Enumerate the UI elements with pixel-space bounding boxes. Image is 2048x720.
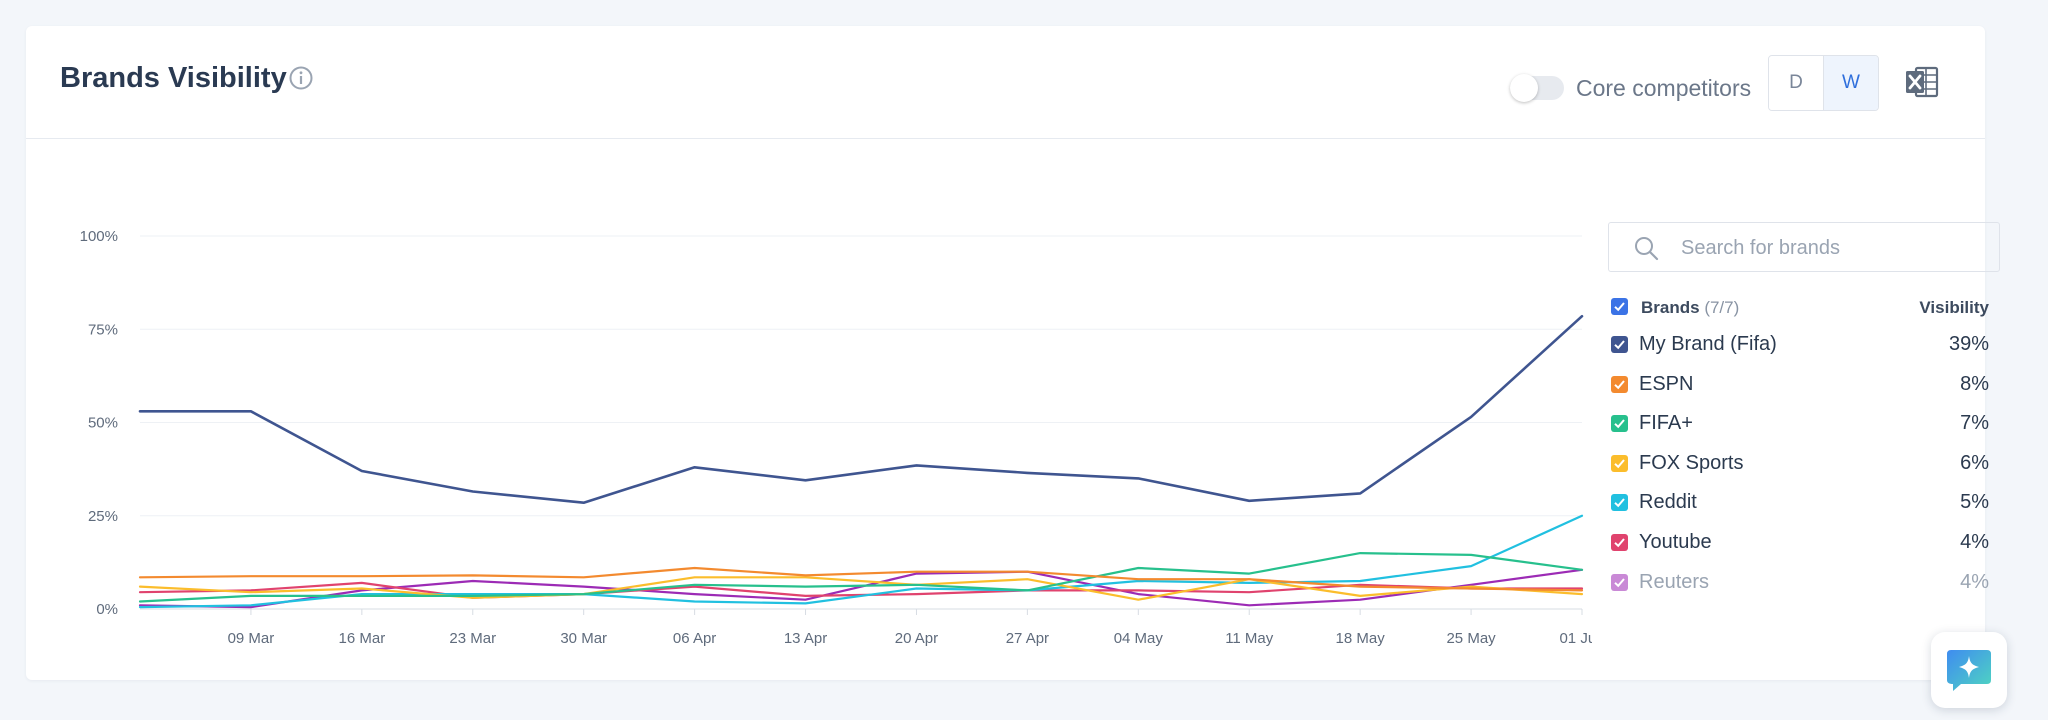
period-selector: D W xyxy=(1768,55,1879,111)
x-tick-label: 13 Apr xyxy=(784,630,827,647)
series-line xyxy=(138,566,1584,592)
brand-name: Reddit xyxy=(1639,491,1697,514)
period-week-button[interactable]: W xyxy=(1823,56,1878,110)
visibility-column-label: Visibility xyxy=(1919,298,1989,317)
brand-visibility-value: 6% xyxy=(1960,451,1989,474)
legend-rows: My Brand (Fifa) 39% ESPN 8% FIFA+ 7% FOX Sport… xyxy=(1609,324,1989,601)
brand-visibility-value: 5% xyxy=(1960,491,1989,514)
core-competitors-toggle[interactable]: Core competitors xyxy=(1510,68,1751,108)
brands-visibility-card: Brands Visibility Core competitors D W 0… xyxy=(26,26,2000,680)
legend-item[interactable]: My Brand (Fifa) 39% xyxy=(1609,324,1989,364)
x-tick-label: 06 Apr xyxy=(673,630,716,647)
legend-item[interactable]: Reddit 5% xyxy=(1609,482,1989,522)
brand-visibility-value: 7% xyxy=(1960,412,1989,435)
series-line xyxy=(138,552,1584,603)
select-all-checkbox[interactable] xyxy=(1611,298,1628,315)
info-icon[interactable] xyxy=(288,65,314,91)
period-day-button[interactable]: D xyxy=(1769,56,1823,110)
series-line xyxy=(138,514,1584,609)
brand-name: Reuters xyxy=(1639,570,1710,593)
series-line xyxy=(138,314,1584,504)
brand-name: My Brand (Fifa) xyxy=(1639,333,1777,355)
brand-name: FOX Sports xyxy=(1639,451,1744,474)
brand-checkbox[interactable] xyxy=(1611,415,1628,433)
brands-label-text: Brands xyxy=(1641,298,1700,317)
legend-item[interactable]: ESPN 8% xyxy=(1609,364,1989,404)
brand-visibility-value: 4% xyxy=(1960,530,1989,553)
x-tick-label: 25 May xyxy=(1446,630,1496,647)
x-tick-label: 20 Apr xyxy=(895,630,938,647)
search-input[interactable] xyxy=(1679,223,1983,273)
brand-checkbox[interactable] xyxy=(1611,573,1628,591)
chat-sparkle-icon xyxy=(1947,650,1991,691)
brand-name: Youtube xyxy=(1639,530,1712,553)
brand-checkbox[interactable] xyxy=(1611,533,1628,551)
brand-checkbox[interactable] xyxy=(1611,375,1628,393)
toggle-switch[interactable] xyxy=(1510,74,1564,102)
x-tick-label: 11 May xyxy=(1225,630,1274,647)
y-tick-label: 25% xyxy=(88,508,118,525)
legend-item[interactable]: Reuters 4% xyxy=(1609,562,1989,602)
x-tick-label: 16 Mar xyxy=(339,630,386,647)
page-title: Brands Visibility xyxy=(60,62,287,94)
ai-assistant-button[interactable] xyxy=(1931,632,2007,708)
brand-name: FIFA+ xyxy=(1639,412,1693,435)
search-icon xyxy=(1635,237,1659,261)
y-tick-label: 100% xyxy=(80,228,118,245)
brand-visibility-value: 8% xyxy=(1960,372,1989,395)
visibility-line-chart: 0% 25% 50% 75% 100% 09 Mar 16 Mar 23 Mar 30 Mar 0… xyxy=(80,228,1592,647)
card-header: Brands Visibility Core competitors D W xyxy=(26,26,1985,139)
brand-search-box xyxy=(1608,222,2000,273)
brands-column-label: Brands (7/7) xyxy=(1641,298,1739,318)
legend-item[interactable]: Youtube 4% xyxy=(1609,522,1989,562)
brand-checkbox[interactable] xyxy=(1611,494,1628,512)
legend-header: Brands (7/7) Visibility xyxy=(1609,294,1989,324)
brand-name: ESPN xyxy=(1639,372,1694,395)
brand-legend: Brands (7/7) Visibility My Brand (Fifa) 3… xyxy=(1609,294,1989,601)
x-tick-label: 01 Jun xyxy=(1559,630,1592,647)
x-tick-label: 09 Mar xyxy=(228,630,275,647)
x-tick-label: 27 Apr xyxy=(1006,630,1049,647)
legend-item[interactable]: FIFA+ 7% xyxy=(1609,403,1989,443)
y-tick-label: 75% xyxy=(88,321,118,338)
y-tick-label: 50% xyxy=(88,415,118,432)
brand-checkbox[interactable] xyxy=(1611,336,1628,353)
brands-count: (7/7) xyxy=(1704,298,1740,317)
brand-visibility-value: 39% xyxy=(1948,333,1989,355)
excel-export-icon[interactable] xyxy=(1904,64,1940,100)
x-tick-label: 30 Mar xyxy=(560,630,607,647)
x-tick-label: 04 May xyxy=(1114,630,1164,647)
toggle-knob xyxy=(1510,74,1538,102)
brand-visibility-value: 4% xyxy=(1960,570,1989,593)
series-line xyxy=(138,576,1584,601)
toggle-label: Core competitors xyxy=(1576,74,1752,101)
x-tick-label: 23 Mar xyxy=(449,630,496,647)
y-tick-label: 0% xyxy=(96,601,118,618)
legend-item[interactable]: FOX Sports 6% xyxy=(1609,443,1989,483)
x-tick-label: 18 May xyxy=(1336,630,1386,647)
brand-checkbox[interactable] xyxy=(1611,454,1628,472)
